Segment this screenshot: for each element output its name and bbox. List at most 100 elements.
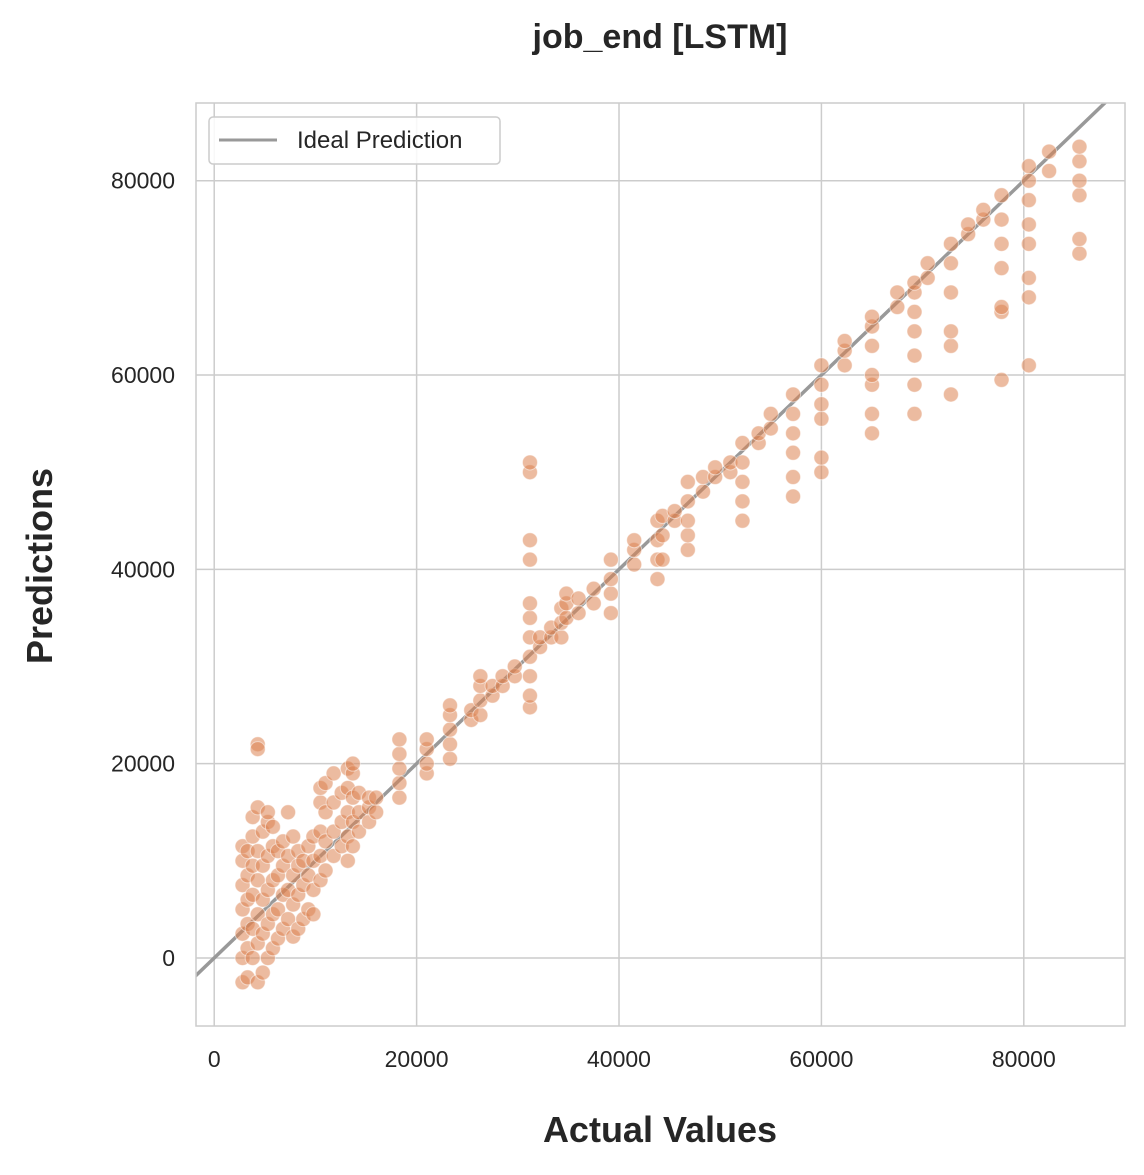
data-point	[521, 648, 538, 665]
data-point	[813, 464, 830, 481]
data-point	[506, 658, 523, 675]
data-point	[1020, 269, 1037, 286]
y-tick-label: 80000	[111, 168, 175, 194]
data-point	[1020, 216, 1037, 233]
data-point	[813, 410, 830, 427]
data-point	[993, 299, 1010, 316]
data-point	[521, 668, 538, 685]
data-point	[570, 590, 587, 607]
data-point	[344, 838, 361, 855]
data-point	[679, 541, 696, 558]
data-point	[919, 269, 936, 286]
data-point	[1020, 289, 1037, 306]
data-point	[889, 299, 906, 316]
data-point	[654, 551, 671, 568]
data-point	[762, 420, 779, 437]
data-point	[785, 425, 802, 442]
data-point	[864, 405, 881, 422]
data-point	[942, 235, 959, 252]
data-point	[813, 449, 830, 466]
data-point	[734, 512, 751, 529]
y-tick-label: 20000	[111, 751, 175, 777]
data-point	[906, 405, 923, 422]
data-point	[626, 532, 643, 549]
data-point	[785, 386, 802, 403]
data-point	[305, 906, 322, 923]
data-point	[679, 473, 696, 490]
legend: Ideal Prediction	[208, 116, 501, 165]
data-point	[993, 260, 1010, 277]
data-point	[254, 964, 271, 981]
data-point	[889, 284, 906, 301]
data-point	[942, 255, 959, 272]
data-point	[942, 323, 959, 340]
data-point	[521, 551, 538, 568]
y-tick-label: 0	[162, 945, 175, 971]
data-point	[472, 707, 489, 724]
data-point	[919, 255, 936, 272]
y-tick-label: 40000	[111, 556, 175, 582]
data-point	[418, 731, 435, 748]
data-point	[585, 595, 602, 612]
data-point	[521, 454, 538, 471]
data-point	[1071, 138, 1088, 155]
data-point	[975, 201, 992, 218]
data-point	[249, 741, 266, 758]
data-point	[942, 386, 959, 403]
legend-box	[208, 116, 501, 165]
data-point	[942, 284, 959, 301]
data-point	[785, 444, 802, 461]
data-point	[864, 337, 881, 354]
data-point	[1020, 235, 1037, 252]
data-point	[442, 697, 459, 714]
data-point	[553, 629, 570, 646]
y-axis-label: Predictions	[19, 468, 60, 664]
data-point	[679, 512, 696, 529]
data-point	[707, 459, 724, 476]
data-point	[1041, 163, 1058, 180]
x-tick-label: 0	[208, 1046, 221, 1072]
data-point	[391, 775, 408, 792]
data-point	[1020, 158, 1037, 175]
data-point	[317, 862, 334, 879]
data-point	[521, 532, 538, 549]
data-point	[1071, 187, 1088, 204]
data-point	[813, 357, 830, 374]
data-point	[864, 367, 881, 384]
data-point	[785, 405, 802, 422]
data-point	[244, 949, 261, 966]
data-point	[585, 580, 602, 597]
data-point	[570, 605, 587, 622]
data-point	[864, 425, 881, 442]
data-point	[993, 211, 1010, 228]
data-point	[734, 435, 751, 452]
data-point	[993, 235, 1010, 252]
data-point	[906, 303, 923, 320]
data-point	[1071, 153, 1088, 170]
data-point	[602, 551, 619, 568]
data-point	[813, 376, 830, 393]
data-point	[906, 347, 923, 364]
data-point	[679, 527, 696, 544]
data-point	[264, 818, 281, 835]
data-point	[391, 760, 408, 777]
data-points-layer	[234, 138, 1088, 991]
data-point	[942, 337, 959, 354]
data-point	[1020, 357, 1037, 374]
data-point	[785, 469, 802, 486]
data-point	[679, 493, 696, 510]
data-point	[813, 396, 830, 413]
data-point	[521, 687, 538, 704]
x-tick-labels: 0 20000 40000 60000 80000	[208, 1046, 1056, 1072]
data-point	[1020, 172, 1037, 189]
data-point	[666, 503, 683, 520]
data-point	[391, 745, 408, 762]
data-point	[1071, 245, 1088, 262]
x-axis-label: Actual Values	[543, 1109, 777, 1150]
data-point	[442, 736, 459, 753]
data-point	[368, 789, 385, 806]
data-point	[734, 493, 751, 510]
data-point	[259, 804, 276, 821]
legend-entry-ideal-prediction: Ideal Prediction	[297, 127, 462, 154]
